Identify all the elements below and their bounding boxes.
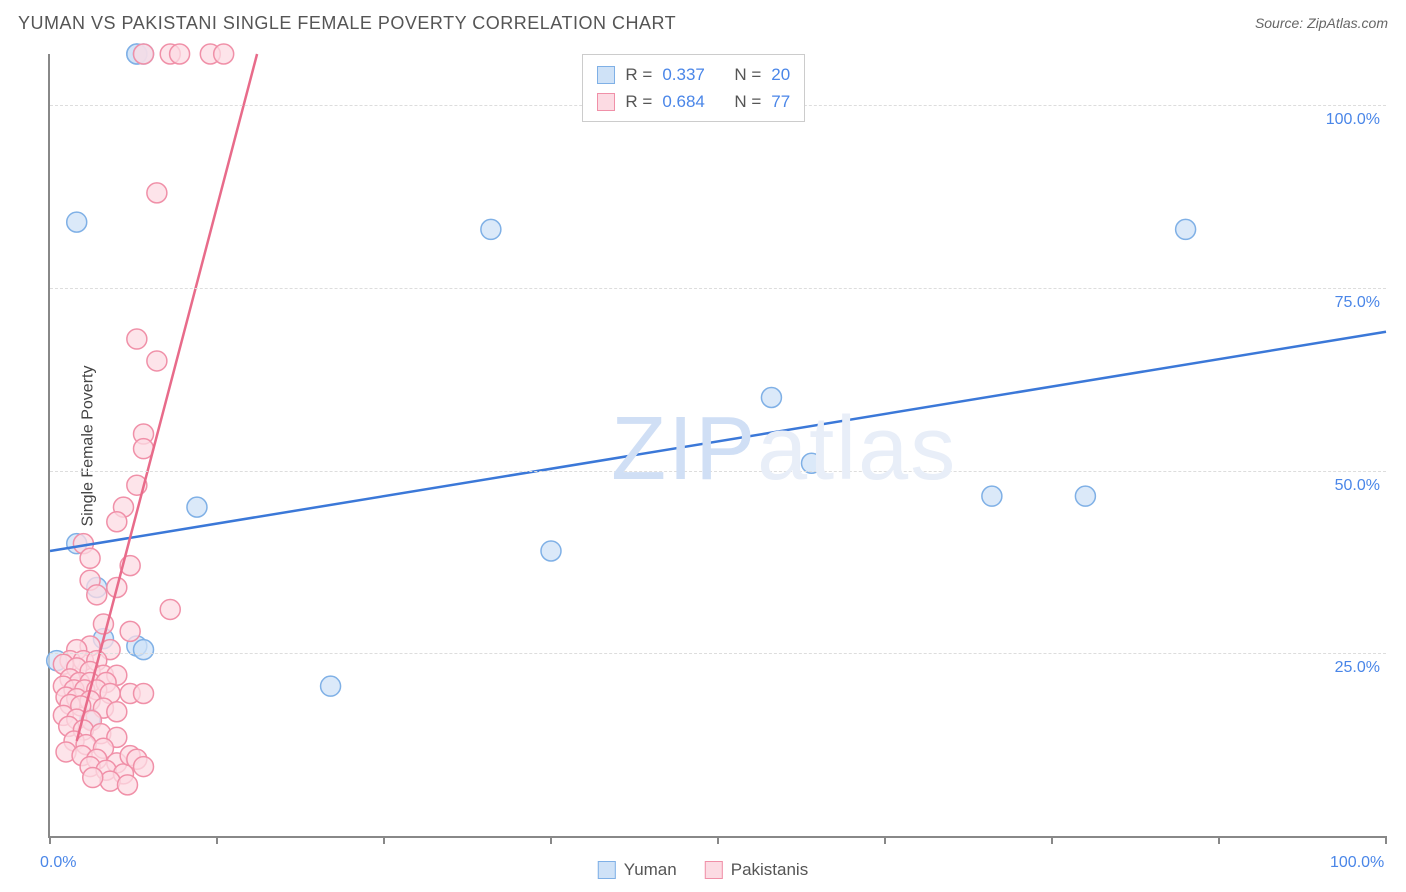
data-point	[100, 771, 120, 791]
data-point	[187, 497, 207, 517]
x-tick	[49, 836, 51, 844]
x-tick	[717, 836, 719, 844]
legend-item: Pakistanis	[705, 860, 808, 880]
x-tick	[1385, 836, 1387, 844]
data-point	[134, 640, 154, 660]
grid-line	[50, 471, 1386, 472]
data-point	[134, 683, 154, 703]
data-point	[134, 757, 154, 777]
legend-swatch	[705, 861, 723, 879]
data-point	[127, 329, 147, 349]
data-point	[170, 44, 190, 64]
y-tick-label: 25.0%	[1335, 659, 1380, 677]
x-tick	[1218, 836, 1220, 844]
data-point	[214, 44, 234, 64]
legend-swatch	[597, 93, 615, 111]
data-point	[120, 621, 140, 641]
x-label-min: 0.0%	[40, 854, 76, 872]
data-point	[107, 702, 127, 722]
grid-line	[50, 288, 1386, 289]
grid-line	[50, 653, 1386, 654]
legend-swatch	[597, 66, 615, 84]
data-point	[80, 548, 100, 568]
stats-legend: R = 0.337 N = 20R = 0.684 N = 77	[582, 54, 805, 122]
data-point	[134, 44, 154, 64]
data-point	[87, 585, 107, 605]
data-point	[83, 768, 103, 788]
x-tick	[884, 836, 886, 844]
stats-legend-row: R = 0.337 N = 20	[597, 61, 790, 88]
x-tick	[1051, 836, 1053, 844]
data-point	[147, 183, 167, 203]
data-point	[67, 212, 87, 232]
data-point	[117, 775, 137, 795]
x-tick	[216, 836, 218, 844]
data-point	[761, 387, 781, 407]
data-point	[481, 219, 501, 239]
data-point	[321, 676, 341, 696]
data-point	[160, 599, 180, 619]
data-point	[982, 486, 1002, 506]
data-point	[107, 512, 127, 532]
y-tick-label: 100.0%	[1326, 111, 1380, 129]
stats-legend-row: R = 0.684 N = 77	[597, 88, 790, 115]
x-label-max: 100.0%	[1330, 854, 1384, 872]
chart-title: YUMAN VS PAKISTANI SINGLE FEMALE POVERTY…	[18, 13, 676, 34]
legend-item: Yuman	[598, 860, 677, 880]
chart-plot-area: 25.0%50.0%75.0%100.0%ZIPatlas	[48, 54, 1386, 838]
data-point	[541, 541, 561, 561]
x-tick	[383, 836, 385, 844]
y-tick-label: 50.0%	[1335, 477, 1380, 495]
data-point	[147, 351, 167, 371]
data-point	[1176, 219, 1196, 239]
x-tick	[550, 836, 552, 844]
regression-line	[77, 54, 257, 741]
chart-svg	[50, 54, 1386, 836]
data-point	[1075, 486, 1095, 506]
regression-line	[50, 332, 1386, 551]
chart-source: Source: ZipAtlas.com	[1255, 15, 1388, 31]
y-tick-label: 75.0%	[1335, 294, 1380, 312]
series-legend: Yuman Pakistanis	[598, 860, 808, 880]
legend-swatch	[598, 861, 616, 879]
